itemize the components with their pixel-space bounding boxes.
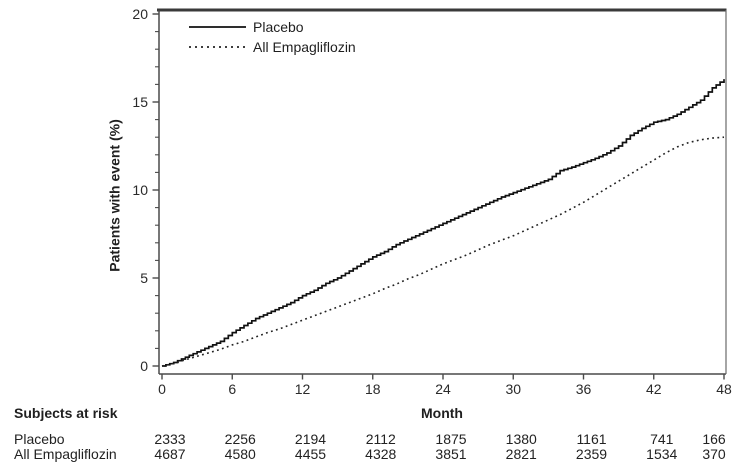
at-risk-count: 3851 — [435, 446, 467, 462]
at-risk-count: 2112 — [365, 431, 396, 447]
y-tick-label: 20 — [132, 6, 148, 22]
empagliflozin-curve — [161, 136, 725, 367]
at-risk-count: 1875 — [435, 431, 467, 447]
subjects-at-risk-heading: Subjects at risk — [14, 405, 118, 421]
x-tick-label: 36 — [576, 381, 592, 397]
y-tick-label: 15 — [132, 94, 148, 110]
at-risk-count: 4455 — [294, 446, 327, 462]
at-risk-count: 4328 — [365, 446, 397, 462]
at-risk-count: 4580 — [224, 446, 256, 462]
x-axis-title: Month — [421, 405, 463, 421]
legend-label-placebo: Placebo — [253, 19, 304, 35]
legend-item-empagliflozin: All Empagliflozin — [188, 37, 356, 57]
y-axis-title: Patients with event (%) — [106, 119, 123, 272]
at-risk-count: 2359 — [575, 446, 608, 462]
at-risk-count: 2194 — [294, 431, 327, 447]
placebo-curve — [162, 79, 725, 367]
at-risk-count: 4687 — [154, 446, 186, 462]
legend-item-placebo: Placebo — [188, 17, 356, 37]
at-risk-count: 2821 — [505, 446, 537, 462]
y-tick-label: 10 — [132, 182, 148, 198]
at-risk-count: 1380 — [505, 431, 537, 447]
at-risk-count: 2256 — [224, 431, 256, 447]
at-risk-row-label-placebo: Placebo — [14, 431, 65, 447]
x-tick-label: 18 — [365, 381, 381, 397]
at-risk-count: 370 — [702, 446, 726, 462]
x-tick-label: 0 — [158, 381, 166, 397]
legend-label-empagliflozin: All Empagliflozin — [253, 39, 356, 55]
legend: Placebo All Empagliflozin — [188, 17, 356, 57]
at-risk-count: 741 — [650, 431, 674, 447]
x-tick-label: 6 — [228, 381, 236, 397]
at-risk-count: 1534 — [646, 446, 678, 462]
x-tick-label: 24 — [435, 381, 451, 397]
at-risk-count: 166 — [702, 431, 726, 447]
empagliflozin-dotted-line-swatch — [189, 46, 246, 48]
y-tick-label: 5 — [140, 270, 148, 286]
at-risk-row-label-empagliflozin: All Empagliflozin — [14, 446, 117, 462]
x-tick-label: 48 — [716, 381, 732, 397]
at-risk-count: 2333 — [154, 431, 186, 447]
y-tick-label: 0 — [140, 358, 148, 374]
at-risk-count: 1161 — [576, 431, 607, 447]
x-tick-label: 42 — [646, 381, 662, 397]
x-tick-label: 30 — [505, 381, 521, 397]
placebo-solid-line-swatch — [189, 26, 246, 28]
x-tick-label: 12 — [295, 381, 311, 397]
